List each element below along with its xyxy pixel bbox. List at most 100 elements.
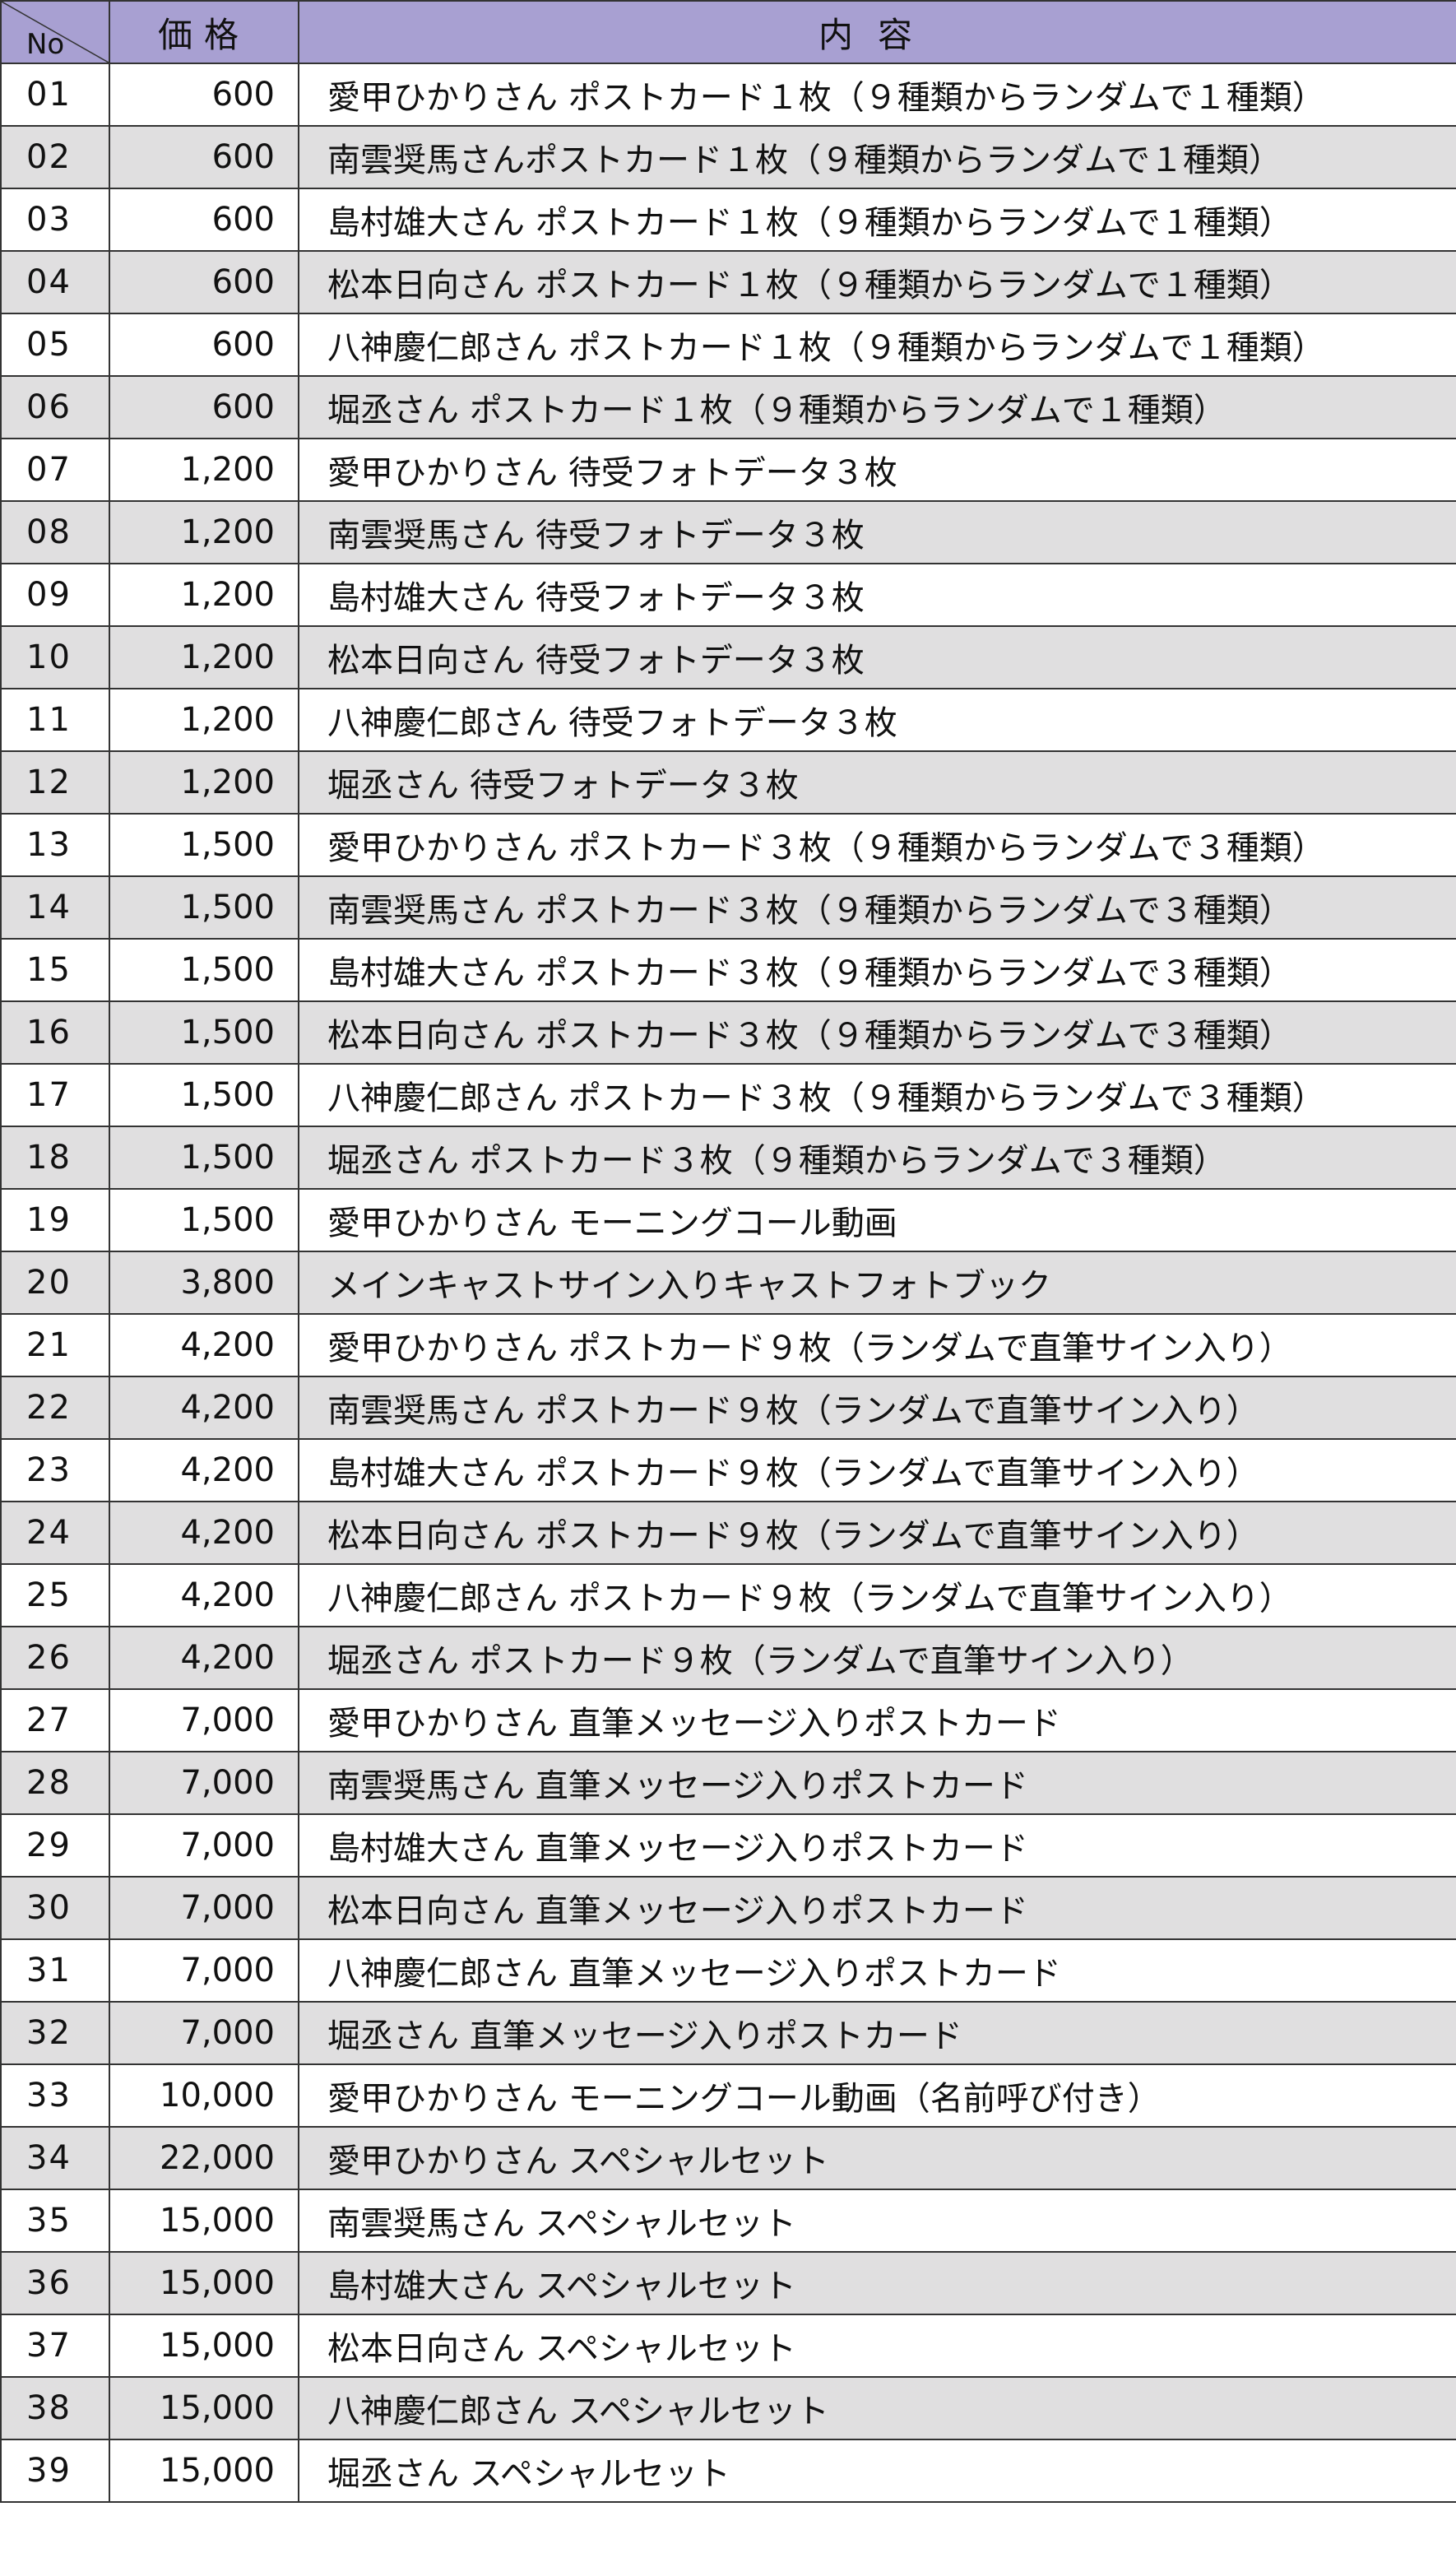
row-content: 愛甲ひかりさん ポストカード９枚（ランダムで直筆サイン入り） <box>298 1313 1456 1377</box>
table-row: 01 600 愛甲ひかりさん ポストカード１枚（９種類からランダムで１種類） <box>0 63 1456 127</box>
row-no: 23 <box>0 1438 110 1502</box>
row-no: 17 <box>0 1063 110 1127</box>
row-no: 07 <box>0 438 110 502</box>
row-price: 1,200 <box>109 438 299 502</box>
table-row: 20 3,800 メインキャストサイン入りキャストフォトブック <box>0 1251 1456 1315</box>
row-no: 20 <box>0 1251 110 1315</box>
row-no: 14 <box>0 875 110 940</box>
row-no: 27 <box>0 1688 110 1752</box>
row-price: 1,500 <box>109 1188 299 1252</box>
row-price: 1,200 <box>109 688 299 752</box>
row-price: 7,000 <box>109 1751 299 1815</box>
row-content: 堀丞さん ポストカード９枚（ランダムで直筆サイン入り） <box>298 1626 1456 1690</box>
row-no: 15 <box>0 938 110 1002</box>
row-content: 島村雄大さん 直筆メッセージ入りポストカード <box>298 1813 1456 1878</box>
row-price: 4,200 <box>109 1563 299 1627</box>
row-price: 1,200 <box>109 750 299 815</box>
row-content: 愛甲ひかりさん スペシャルセット <box>298 2126 1456 2190</box>
row-price: 600 <box>109 125 299 189</box>
row-price: 1,200 <box>109 625 299 689</box>
row-price: 4,200 <box>109 1501 299 1565</box>
row-price: 3,800 <box>109 1251 299 1315</box>
row-price: 7,000 <box>109 1688 299 1752</box>
row-price: 1,200 <box>109 563 299 627</box>
row-content: 松本日向さん ポストカード１枚（９種類からランダムで１種類） <box>298 250 1456 314</box>
row-content: 松本日向さん ポストカード９枚（ランダムで直筆サイン入り） <box>298 1501 1456 1565</box>
row-content: 愛甲ひかりさん 直筆メッセージ入りポストカード <box>298 1688 1456 1752</box>
row-no: 22 <box>0 1376 110 1440</box>
row-no: 29 <box>0 1813 110 1878</box>
table-row: 34 22,000 愛甲ひかりさん スペシャルセット <box>0 2126 1456 2190</box>
table-row: 23 4,200 島村雄大さん ポストカード９枚（ランダムで直筆サイン入り） <box>0 1438 1456 1502</box>
row-no: 09 <box>0 563 110 627</box>
row-price: 7,000 <box>109 2001 299 2065</box>
table-row: 30 7,000 松本日向さん 直筆メッセージ入りポストカード <box>0 1876 1456 1940</box>
row-price: 600 <box>109 63 299 127</box>
table-row: 33 10,000 愛甲ひかりさん モーニングコール動画（名前呼び付き） <box>0 2063 1456 2128</box>
row-price: 15,000 <box>109 2251 299 2315</box>
row-price: 1,200 <box>109 500 299 564</box>
row-price: 15,000 <box>109 2189 299 2253</box>
row-no: 28 <box>0 1751 110 1815</box>
table-row: 25 4,200 八神慶仁郎さん ポストカード９枚（ランダムで直筆サイン入り） <box>0 1563 1456 1627</box>
row-no: 21 <box>0 1313 110 1377</box>
row-content: 八神慶仁郎さん ポストカード１枚（９種類からランダムで１種類） <box>298 313 1456 377</box>
row-content: 南雲奨馬さん ポストカード９枚（ランダムで直筆サイン入り） <box>298 1376 1456 1440</box>
row-price: 1,500 <box>109 938 299 1002</box>
table-row: 15 1,500 島村雄大さん ポストカード３枚（９種類からランダムで３種類） <box>0 938 1456 1002</box>
row-content: 八神慶仁郎さん 直筆メッセージ入りポストカード <box>298 1938 1456 2003</box>
table-row: 12 1,200 堀丞さん 待受フォトデータ３枚 <box>0 750 1456 815</box>
table-row: 35 15,000 南雲奨馬さん スペシャルセット <box>0 2189 1456 2253</box>
row-no: 34 <box>0 2126 110 2190</box>
table-row: 37 15,000 松本日向さん スペシャルセット <box>0 2314 1456 2378</box>
header-row: No 価格 内容 <box>0 0 1456 64</box>
row-price: 4,200 <box>109 1376 299 1440</box>
row-no: 11 <box>0 688 110 752</box>
row-no: 38 <box>0 2376 110 2440</box>
table-row: 03 600 島村雄大さん ポストカード１枚（９種類からランダムで１種類） <box>0 188 1456 252</box>
row-no: 04 <box>0 250 110 314</box>
row-content: 松本日向さん ポストカード３枚（９種類からランダムで３種類） <box>298 1000 1456 1065</box>
row-no: 36 <box>0 2251 110 2315</box>
table-row: 07 1,200 愛甲ひかりさん 待受フォトデータ３枚 <box>0 438 1456 502</box>
row-price: 600 <box>109 250 299 314</box>
table-row: 16 1,500 松本日向さん ポストカード３枚（９種類からランダムで３種類） <box>0 1000 1456 1065</box>
row-price: 1,500 <box>109 875 299 940</box>
row-price: 600 <box>109 375 299 439</box>
row-content: 島村雄大さん 待受フォトデータ３枚 <box>298 563 1456 627</box>
table-row: 22 4,200 南雲奨馬さん ポストカード９枚（ランダムで直筆サイン入り） <box>0 1376 1456 1440</box>
table-row: 24 4,200 松本日向さん ポストカード９枚（ランダムで直筆サイン入り） <box>0 1501 1456 1565</box>
row-no: 10 <box>0 625 110 689</box>
row-content: 堀丞さん ポストカード３枚（９種類からランダムで３種類） <box>298 1126 1456 1190</box>
table-row: 17 1,500 八神慶仁郎さん ポストカード３枚（９種類からランダムで３種類） <box>0 1063 1456 1127</box>
table-row: 31 7,000 八神慶仁郎さん 直筆メッセージ入りポストカード <box>0 1938 1456 2003</box>
row-no: 19 <box>0 1188 110 1252</box>
table-row: 14 1,500 南雲奨馬さん ポストカード３枚（９種類からランダムで３種類） <box>0 875 1456 940</box>
row-content: 南雲奨馬さんポストカード１枚（９種類からランダムで１種類） <box>298 125 1456 189</box>
price-table: No 価格 内容 01 600 愛甲ひかりさん ポストカード１枚（９種類からランダム… <box>0 0 1456 2503</box>
row-no: 35 <box>0 2189 110 2253</box>
row-price: 7,000 <box>109 1813 299 1878</box>
row-price: 10,000 <box>109 2063 299 2128</box>
row-no: 32 <box>0 2001 110 2065</box>
table-row: 04 600 松本日向さん ポストカード１枚（９種類からランダムで１種類） <box>0 250 1456 314</box>
row-no: 30 <box>0 1876 110 1940</box>
header-no-label: No <box>26 28 65 61</box>
row-price: 1,500 <box>109 1126 299 1190</box>
row-content: 愛甲ひかりさん ポストカード１枚（９種類からランダムで１種類） <box>298 63 1456 127</box>
row-content: 愛甲ひかりさん モーニングコール動画（名前呼び付き） <box>298 2063 1456 2128</box>
table-row: 39 15,000 堀丞さん スペシャルセット <box>0 2439 1456 2503</box>
row-content: メインキャストサイン入りキャストフォトブック <box>298 1251 1456 1315</box>
header-price: 価格 <box>109 0 299 64</box>
table-row: 32 7,000 堀丞さん 直筆メッセージ入りポストカード <box>0 2001 1456 2065</box>
row-price: 4,200 <box>109 1313 299 1377</box>
row-price: 1,500 <box>109 1063 299 1127</box>
row-no: 12 <box>0 750 110 815</box>
row-content: 島村雄大さん ポストカード９枚（ランダムで直筆サイン入り） <box>298 1438 1456 1502</box>
row-price: 600 <box>109 313 299 377</box>
table-row: 10 1,200 松本日向さん 待受フォトデータ３枚 <box>0 625 1456 689</box>
row-content: 愛甲ひかりさん 待受フォトデータ３枚 <box>298 438 1456 502</box>
row-content: 松本日向さん 直筆メッセージ入りポストカード <box>298 1876 1456 1940</box>
table-row: 13 1,500 愛甲ひかりさん ポストカード３枚（９種類からランダムで３種類） <box>0 813 1456 877</box>
table-row: 09 1,200 島村雄大さん 待受フォトデータ３枚 <box>0 563 1456 627</box>
